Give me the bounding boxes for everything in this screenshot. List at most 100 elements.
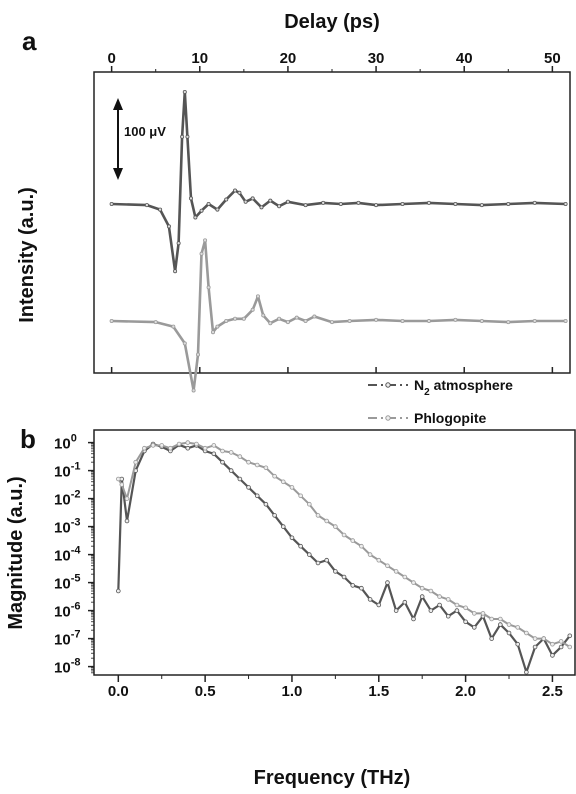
panel-b-ylabel: Magnitude (a.u.) [5, 476, 27, 629]
panel-b-point [393, 569, 399, 574]
panel-b-point [185, 440, 191, 445]
panel-a-point [206, 201, 211, 206]
panel-a-point [210, 330, 215, 335]
panel-b-point [124, 518, 130, 524]
panel-a-point [506, 320, 511, 325]
panel-b-point [124, 496, 130, 501]
panel-b-point [289, 535, 295, 541]
legend-name: Phlogopite [414, 410, 487, 426]
panel-b-ytick-base: 10 [54, 576, 71, 593]
panel-a-point [182, 90, 187, 95]
panel-b-ytick-exp: -2 [71, 489, 81, 501]
panel-b-point [367, 552, 373, 557]
panel-b-point [480, 611, 486, 616]
panel-b-ticks: 0.0 0.5 1.0 1.5 2.0 2.510010-110-210-310-410-… [54, 433, 563, 700]
panel-b-point [376, 602, 382, 608]
panel-b-point [324, 518, 329, 524]
legend-subscript: 2 [424, 387, 430, 398]
panel-a-point [277, 204, 282, 209]
panel-a-point [303, 318, 308, 323]
panel-b-ytick-label: 10-6 [54, 601, 80, 621]
panel-b-point [116, 588, 121, 594]
panel-a-point [250, 196, 255, 201]
panel-a-point [166, 224, 171, 229]
panel-a-point [193, 215, 198, 220]
panel-b-point [150, 443, 156, 448]
panel-b-point [116, 476, 121, 482]
panel-b-point [333, 524, 338, 529]
panel-a-point [243, 199, 248, 204]
legend: N2 atmosphere Phlogopite [368, 377, 513, 426]
panel-b-point [324, 557, 329, 563]
panel-b: b Frequency (THz) Magnitude (a.u.) 0.0 0.… [5, 424, 576, 789]
panel-b-letter: b [20, 424, 36, 454]
panel-b-point [254, 462, 260, 468]
panel-b-point [298, 543, 303, 549]
panel-b-point [567, 633, 573, 639]
scale-bar-arrow-up-icon [113, 98, 123, 110]
panel-b-ytick-exp: -7 [71, 629, 81, 641]
panel-b-point [558, 644, 564, 650]
panel-b-point [341, 574, 347, 580]
panel-b-point [428, 608, 434, 613]
panel-b-point [411, 580, 416, 585]
panel-b-ytick-label: 10-3 [54, 517, 80, 537]
panel-b-point [194, 441, 199, 447]
panel-a-point [285, 199, 290, 204]
panel-a-xtick-label: 0 [107, 50, 115, 67]
panel-a-point [224, 318, 229, 323]
panel-a-point [479, 318, 484, 323]
panel-a-letter: a [22, 26, 37, 56]
panel-a-point [241, 316, 246, 321]
panel-a-point [233, 316, 238, 321]
panel-a-point [261, 313, 266, 318]
panel-a-point [268, 198, 273, 203]
panel-b-ytick-base: 10 [54, 548, 71, 565]
panel-b-ytick-exp: -6 [71, 601, 81, 613]
panel-b-point [541, 636, 547, 641]
panel-a-point [479, 203, 484, 208]
panel-a-point [109, 318, 114, 323]
panel-b-ytick-label: 10-7 [54, 629, 80, 649]
panel-a-point [400, 201, 405, 206]
panel-b-point [119, 482, 125, 487]
panel-b-point [272, 513, 277, 518]
panel-b-point [498, 622, 503, 627]
panel-b-point [211, 443, 217, 448]
panel-b-ytick-base: 10 [54, 492, 71, 509]
panel-a-point [255, 294, 260, 299]
panel-b-point [359, 585, 364, 591]
panel-b-point [333, 569, 338, 574]
panel-b-point [437, 602, 442, 608]
panel-b-xtick-label: 1.5 [368, 683, 389, 700]
panel-a-point [285, 320, 290, 325]
panel-b-ytick-label: 10-8 [54, 657, 80, 677]
panel-b-point [315, 560, 321, 566]
panel-a-point [224, 197, 229, 202]
panel-b-point [142, 445, 147, 451]
panel-b-point [402, 574, 408, 580]
panel-a-point [374, 203, 379, 208]
panel-b-series-line-1 [117, 441, 571, 648]
panel-a-point [153, 320, 158, 325]
panel-a-x-ticks: 0 10 20 30 40 50 [107, 50, 561, 373]
panel-b-ytick-exp: -4 [71, 545, 82, 557]
panel-b-point [463, 619, 468, 625]
panel-b-ytick-label: 100 [54, 433, 77, 453]
panel-b-point [280, 524, 286, 529]
panel-b-point [376, 557, 382, 563]
panel-a-point [506, 201, 511, 206]
panel-b-series [116, 440, 573, 675]
scale-bar-label: 100 μV [124, 124, 166, 139]
panel-a-point [191, 388, 196, 393]
panel-b-point [506, 630, 512, 636]
panel-b-point [524, 669, 529, 675]
panel-a-point [109, 201, 114, 206]
panel-a-point [215, 207, 220, 212]
panel-a-xtick-label: 40 [456, 50, 473, 67]
panel-a-point [268, 321, 273, 326]
legend-label-1: Phlogopite [414, 410, 487, 426]
panel-b-point [176, 441, 182, 447]
panel-b-point [280, 479, 286, 485]
panel-a-point [215, 324, 220, 329]
